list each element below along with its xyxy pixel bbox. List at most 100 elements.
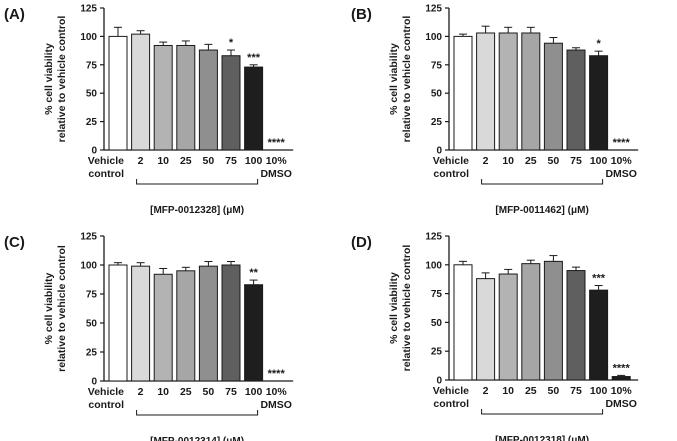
y-axis-title-line: relative to vehicle control (401, 16, 413, 143)
x-tick-label: 2 (138, 155, 144, 167)
significance-marker: **** (613, 137, 631, 149)
y-tick-label: 25 (86, 117, 98, 128)
x-tick-label: DMSO (605, 398, 637, 410)
x-tick-label: 25 (180, 155, 192, 167)
bar (198, 265, 218, 382)
x-tick-label: 2 (138, 386, 144, 398)
x-tick-label: 2 (483, 385, 489, 397)
y-tick-label: 125 (80, 4, 97, 15)
chart-panel: (A) % cell viabilityrelative to vehicle c… (4, 4, 294, 216)
bar (176, 44, 196, 151)
significance-marker: * (229, 37, 234, 49)
x-tick-label: DMSO (605, 168, 637, 180)
bar (453, 35, 473, 151)
x-tick-label: control (88, 168, 124, 180)
bar (153, 273, 173, 382)
chart-panel: (C) % cell viabilityrelative to vehicle c… (4, 232, 294, 441)
significance-marker: **** (268, 368, 286, 380)
x-tick-label: Vehicle (88, 386, 124, 398)
bar (589, 55, 609, 151)
y-tick-label: 125 (425, 232, 442, 243)
y-axis-title-line: relative to vehicle control (401, 245, 413, 372)
x-tick-label: 10 (502, 155, 514, 167)
y-tick-label: 25 (86, 348, 98, 359)
y-tick-label: 0 (91, 146, 97, 157)
bar (198, 49, 218, 151)
y-axis-title-line: relative to vehicle control (56, 245, 68, 372)
bar (131, 265, 151, 382)
x-tick-label: 25 (180, 386, 192, 398)
significance-marker: *** (592, 273, 606, 285)
panel-label: (C) (4, 234, 25, 251)
bar (244, 66, 264, 151)
y-tick-label: 0 (436, 376, 442, 387)
x-tick-label: 100 (245, 155, 263, 167)
x-tick-label: control (433, 398, 469, 410)
y-axis-title-line: % cell viability (43, 272, 55, 344)
bar (543, 260, 563, 381)
x-tick-label: 25 (525, 155, 537, 167)
y-tick-label: 125 (425, 4, 442, 15)
x-tick-label: 100 (590, 155, 608, 167)
panel-label: (B) (351, 6, 372, 23)
significance-marker: ** (249, 267, 258, 279)
y-tick-label: 25 (431, 347, 443, 358)
x-tick-label: Vehicle (433, 155, 469, 167)
bar (611, 376, 631, 381)
compound-label: [MFP-0012318] (μM) (495, 435, 589, 441)
y-tick-label: 75 (431, 289, 443, 300)
y-tick-label: 75 (86, 290, 98, 301)
bar (566, 49, 586, 151)
y-axis-title: % cell viabilityrelative to vehicle cont… (388, 245, 413, 372)
y-axis-title-line: % cell viability (43, 43, 55, 115)
significance-marker: * (596, 38, 601, 50)
compound-label: [MFP-0012328] (μM) (150, 205, 244, 216)
x-tick-label: 10% (266, 386, 288, 398)
y-tick-label: 100 (425, 32, 442, 43)
x-tick-label: DMSO (260, 399, 292, 411)
x-tick-label: 10% (266, 155, 288, 167)
bar (221, 55, 241, 151)
bar (453, 264, 473, 381)
bar (176, 270, 196, 382)
x-tick-label: DMSO (260, 168, 292, 180)
x-tick-label: Vehicle (88, 155, 124, 167)
bar (476, 278, 496, 381)
x-tick-label: 100 (590, 385, 608, 397)
x-tick-label: 50 (203, 386, 215, 398)
y-tick-label: 25 (431, 117, 443, 128)
x-tick-label: 25 (525, 385, 537, 397)
x-tick-label: 75 (570, 155, 582, 167)
x-tick-label: 2 (483, 155, 489, 167)
y-axis-title-line: % cell viability (388, 43, 400, 115)
y-axis-title: % cell viabilityrelative to vehicle cont… (43, 16, 68, 143)
y-tick-label: 75 (431, 60, 443, 71)
y-tick-label: 100 (80, 32, 97, 43)
y-tick-label: 75 (86, 60, 98, 71)
y-tick-label: 50 (86, 89, 98, 100)
compound-bracket (136, 410, 259, 416)
y-tick-label: 50 (431, 318, 443, 329)
x-tick-label: 75 (570, 385, 582, 397)
bar (108, 264, 128, 382)
y-tick-label: 50 (86, 319, 98, 330)
significance-marker: **** (613, 362, 631, 374)
compound-label: [MFP-0012314] (μM) (150, 436, 244, 441)
bar (498, 273, 518, 381)
y-tick-label: 100 (80, 261, 97, 272)
y-tick-label: 0 (91, 377, 97, 388)
compound-bracket (481, 179, 604, 185)
y-axis-title: % cell viabilityrelative to vehicle cont… (43, 245, 68, 372)
x-tick-label: 50 (548, 155, 560, 167)
panel-label: (D) (351, 234, 372, 251)
x-tick-label: 10 (157, 155, 169, 167)
x-tick-label: 75 (225, 386, 237, 398)
x-tick-label: 75 (225, 155, 237, 167)
bar (153, 44, 173, 151)
y-axis-title-line: % cell viability (388, 272, 400, 344)
x-tick-label: 10% (611, 155, 633, 167)
x-tick-label: 100 (245, 386, 263, 398)
y-tick-label: 50 (431, 89, 443, 100)
x-tick-label: control (433, 168, 469, 180)
